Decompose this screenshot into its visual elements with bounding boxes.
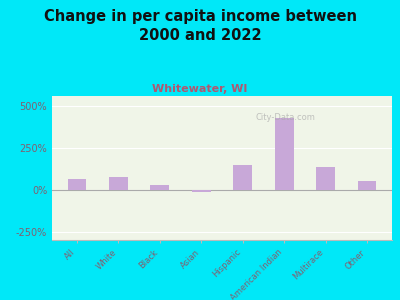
Bar	[316, 167, 335, 190]
Bar	[68, 179, 86, 190]
Bar	[275, 118, 294, 190]
Bar	[358, 181, 376, 190]
Bar	[192, 190, 210, 192]
Text: Whitewater, WI: Whitewater, WI	[152, 84, 248, 94]
Bar	[109, 177, 128, 190]
Bar	[234, 166, 252, 190]
Bar	[150, 185, 169, 190]
Text: City-Data.com: City-Data.com	[256, 113, 316, 122]
Text: Change in per capita income between
2000 and 2022: Change in per capita income between 2000…	[44, 9, 356, 43]
